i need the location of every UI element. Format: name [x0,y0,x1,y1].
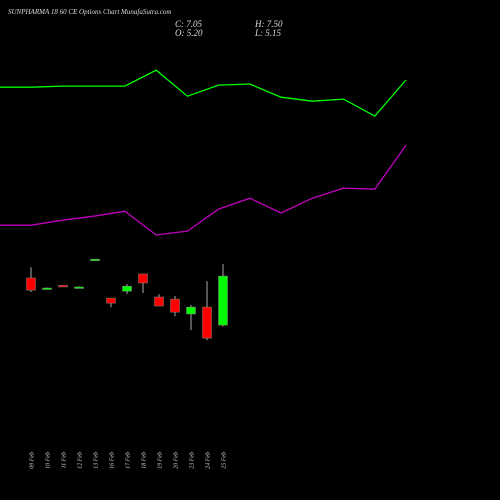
candle-body [202,306,212,339]
candle-body [138,273,148,284]
x-tick-label: 17 Feb [126,452,132,469]
candle-body [170,298,180,313]
x-tick-label: 24 Feb [205,452,212,469]
x-tick-label: 25 Feb [222,452,228,469]
candle-body [58,285,68,288]
indicator-line [0,144,407,236]
x-tick-label: 09 Feb [30,452,36,469]
x-tick-label: 20 Feb [174,452,180,469]
x-tick-label: 19 Feb [158,452,164,469]
candle-body [42,287,52,290]
x-tick-label: 10 Feb [46,452,52,469]
candle-body [154,296,164,307]
x-tick-label: 13 Feb [94,452,100,469]
info-low: L: 5.15 [254,28,282,38]
info-high: H: 7.50 [254,19,283,29]
candle-body [122,285,132,292]
x-tick-label: 16 Feb [110,452,116,469]
indicator-line [0,69,407,117]
chart-title: SUNPHARMA 18 60 CE Options Chart MunafaS… [8,8,171,16]
candle-body [186,306,196,315]
x-tick-label: 11 Feb [62,452,68,468]
x-tick-label: 18 Feb [142,452,148,469]
info-close: C: 7.05 [175,19,203,29]
candle-body [218,275,228,326]
info-open: O: 5.20 [175,28,203,38]
candle-body [74,286,84,289]
candle-body [26,277,36,291]
x-tick-label: 12 Feb [78,452,84,469]
candle-body [90,258,100,261]
candle-body [106,297,116,304]
x-tick-label: 23 Feb [190,452,196,469]
